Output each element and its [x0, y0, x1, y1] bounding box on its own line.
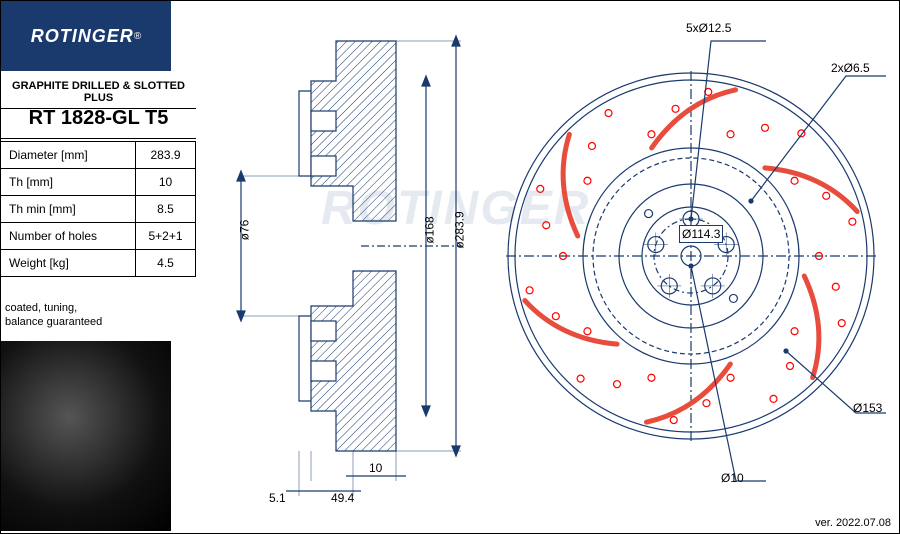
table-row: Th min [mm]8.5 [1, 196, 196, 223]
callout-114-3: Ø114.3 [679, 225, 723, 243]
version-label: ver. 2022.07.08 [815, 517, 891, 529]
callout-153: Ø153 [853, 401, 882, 415]
spec-table: Diameter [mm]283.9 Th [mm]10 Th min [mm]… [1, 141, 196, 277]
spec-value: 4.5 [136, 250, 196, 277]
cross-section-drawing [231, 21, 471, 511]
dim-5-1: 5.1 [269, 491, 286, 505]
table-row: Number of holes5+2+1 [1, 223, 196, 250]
spec-value: 5+2+1 [136, 223, 196, 250]
spec-label: Th min [mm] [1, 196, 136, 223]
callout-10: Ø10 [721, 471, 744, 485]
spec-note: coated, tuning, balance guaranteed [5, 301, 102, 330]
spec-label: Diameter [mm] [1, 142, 136, 169]
dim-d283: ø283.9 [453, 211, 467, 248]
table-row: Diameter [mm]283.9 [1, 142, 196, 169]
part-number: RT 1828-GL T5 [1, 99, 196, 139]
brand-logo: ROTINGER® [1, 1, 171, 71]
table-row: Th [mm]10 [1, 169, 196, 196]
spec-label: Weight [kg] [1, 250, 136, 277]
dim-10: 10 [369, 461, 382, 475]
spec-label: Number of holes [1, 223, 136, 250]
front-view-drawing [486, 11, 896, 501]
dim-d76: ø76 [237, 220, 251, 241]
dim-d168: ø168 [423, 216, 437, 243]
table-row: Weight [kg]4.5 [1, 250, 196, 277]
spec-value: 10 [136, 169, 196, 196]
spec-value: 283.9 [136, 142, 196, 169]
spec-label: Th [mm] [1, 169, 136, 196]
brand-text: ROTINGER [31, 26, 134, 47]
registered-mark: ® [134, 31, 141, 42]
spec-value: 8.5 [136, 196, 196, 223]
callout-5x12-5: 5xØ12.5 [686, 21, 731, 35]
dim-49-4: 49.4 [331, 491, 354, 505]
callout-2x6-5: 2xØ6.5 [831, 61, 870, 75]
product-photo [1, 341, 171, 531]
